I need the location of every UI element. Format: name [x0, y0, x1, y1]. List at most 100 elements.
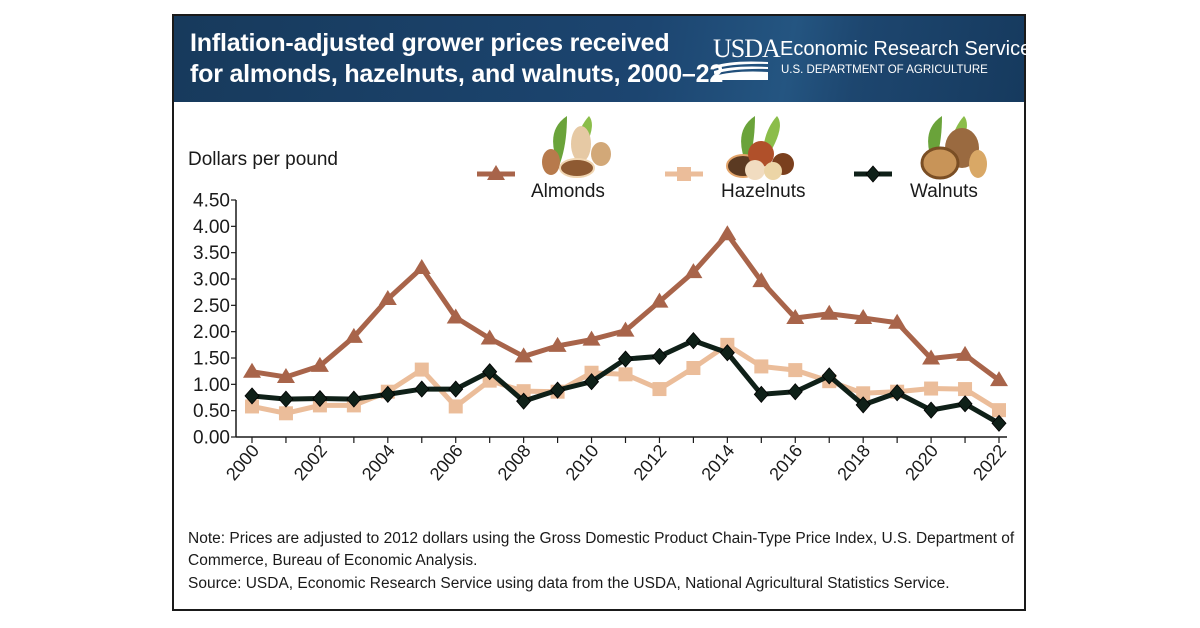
almonds-point-2010: [582, 330, 601, 346]
walnuts-point-2012: [651, 347, 667, 366]
walnuts-point-2002: [312, 389, 328, 408]
walnuts-point-2013: [685, 332, 701, 350]
legend-item-hazelnuts: [665, 167, 703, 181]
walnuts-point-2019: [889, 384, 905, 402]
walnuts-point-2003: [346, 390, 362, 408]
walnuts-point-2016: [787, 383, 803, 401]
usda-logo-text: USDA: [713, 34, 781, 63]
hazelnuts-point-2021: [958, 382, 973, 397]
hazelnuts-point-2015: [754, 359, 769, 374]
hazelnuts-point-2020: [924, 381, 939, 396]
almonds-point-2021: [956, 345, 975, 361]
walnuts-illustration-icon: [920, 116, 987, 180]
almonds-point-2015: [752, 272, 771, 288]
almonds-point-2002: [310, 356, 329, 372]
almonds-point-2005: [412, 258, 431, 274]
legend: [477, 116, 987, 183]
walnuts-point-2017: [821, 367, 837, 385]
almonds-point-2012: [650, 292, 669, 308]
almonds-point-2000: [243, 362, 261, 378]
hazelnuts-point-2000: [245, 399, 259, 414]
chart-card: Inflation-adjusted grower prices receive…: [172, 14, 1031, 611]
chart-note: Note: Prices are adjusted to 2012 dollar…: [188, 530, 1015, 569]
walnuts-point-2009: [550, 381, 566, 399]
y-tick-label: 3.50: [193, 243, 230, 264]
title-line-1: Inflation-adjusted grower prices receive…: [190, 29, 670, 57]
x-tick-label: 2012: [629, 441, 670, 485]
legend-label-almonds: Almonds: [531, 181, 605, 202]
walnut-icon: [920, 146, 960, 180]
x-tick-label: 2022: [969, 441, 1010, 485]
almonds-point-2001: [276, 367, 295, 383]
walnut-kernel-icon: [969, 150, 987, 178]
hazelnuts-point-2008: [516, 384, 531, 399]
title-line-2: for almonds, hazelnuts, and walnuts, 200…: [190, 60, 724, 88]
almonds-point-2019: [888, 313, 907, 329]
walnuts-point-2008: [516, 392, 532, 410]
hazelnuts-point-2013: [686, 361, 701, 376]
hazelnuts-point-2022: [992, 403, 1006, 418]
walnuts-point-2020: [923, 401, 939, 419]
hazelnuts-point-2018: [856, 386, 871, 401]
x-tick-label: 2006: [426, 441, 467, 485]
almonds-point-2006: [446, 308, 465, 324]
series-walnuts: [244, 332, 1007, 432]
almond-shell-icon: [571, 126, 591, 162]
x-tick-label: 2018: [833, 441, 874, 485]
series-layer: [243, 225, 1008, 432]
y-tick-label: 3.00: [193, 270, 230, 291]
x-tick-label: 2016: [765, 441, 806, 485]
walnuts-point-2011: [617, 350, 634, 368]
almond-icon: [559, 158, 595, 178]
almonds-point-2008: [514, 347, 533, 363]
series-almonds: [243, 225, 1008, 387]
hazelnuts-point-2012: [652, 382, 667, 397]
y-tick-label: 1.50: [193, 349, 230, 370]
y-tick-label: 4.50: [193, 191, 230, 212]
hazelnuts-point-2016: [788, 363, 803, 378]
y-tick-label: 4.00: [193, 217, 230, 238]
almond-icon: [591, 142, 611, 166]
y-tick-label: 1.00: [193, 375, 230, 396]
almonds-point-2016: [786, 308, 805, 324]
walnuts-point-2015: [753, 385, 769, 403]
series-hazelnuts: [245, 337, 1006, 421]
x-tick-label: 2004: [358, 441, 399, 485]
walnuts-point-2001: [278, 390, 294, 408]
hazelnut-icon: [745, 160, 765, 180]
almond-icon: [542, 149, 560, 175]
almonds-point-2007: [480, 329, 499, 345]
hazelnuts-point-2001: [278, 406, 293, 421]
y-tick-label: 0.00: [193, 428, 230, 449]
almonds-point-2013: [684, 263, 703, 279]
almonds-point-2017: [820, 304, 839, 320]
legend-label-hazelnuts: Hazelnuts: [721, 181, 806, 202]
walnuts-point-2004: [380, 385, 396, 403]
almonds-point-2003: [344, 327, 363, 343]
walnuts-point-2005: [414, 380, 430, 398]
y-axis-label: Dollars per pound: [188, 149, 338, 170]
agency-name: Economic Research Service: [780, 38, 1032, 60]
legend-label-walnuts: Walnuts: [910, 181, 978, 202]
x-tick-label: 2010: [562, 441, 603, 485]
hazelnuts-illustration-icon: [726, 116, 794, 180]
x-tick-label: 2014: [697, 441, 738, 485]
walnuts-point-2014: [719, 344, 735, 362]
walnuts-point-2018: [855, 396, 871, 414]
leaf-icon: [741, 116, 755, 166]
hazelnuts-point-2010: [584, 365, 599, 380]
hazelnut-icon: [764, 162, 782, 180]
legend-item-almonds: [477, 165, 515, 180]
walnuts-point-2000: [244, 387, 260, 405]
line-chart: 0.00 0.50 1.00 1.50 2.00 2.50 3.00 3.50 4.00 4.50…: [193, 116, 1010, 485]
department-name: U.S. DEPARTMENT OF AGRICULTURE: [781, 64, 988, 76]
legend-swatch-marker: [677, 167, 691, 181]
x-tick-label: 2020: [901, 441, 942, 485]
y-tick-label: 2.50: [193, 296, 230, 317]
chart-title: Inflation-adjusted grower prices receive…: [190, 28, 723, 90]
legend-swatch-marker: [865, 165, 881, 183]
almonds-point-2009: [548, 336, 567, 352]
almonds-point-2022: [990, 371, 1008, 387]
x-tick-label: 2002: [290, 441, 331, 485]
hazelnuts-point-2005: [414, 362, 429, 377]
